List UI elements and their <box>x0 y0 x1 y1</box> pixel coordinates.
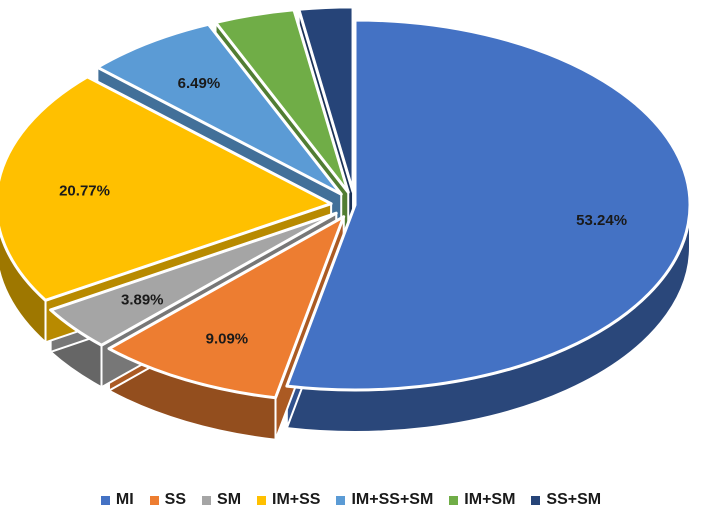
slice-sm <box>49 211 338 347</box>
legend-item-ss: SS <box>149 491 187 509</box>
legend-item-ss-sm: SS+SM <box>531 491 601 509</box>
legend-swatch <box>202 495 212 505</box>
legend-swatch <box>336 495 346 505</box>
legend-label: IM+SS+SM <box>351 491 434 508</box>
legend-swatch <box>100 495 110 505</box>
pie-tops <box>0 5 692 400</box>
legend-item-sm: SM <box>202 491 241 509</box>
slice-ss-sm <box>297 5 355 194</box>
legend-label: SM <box>217 491 242 508</box>
legend-label: SS <box>164 491 187 508</box>
legend-swatch <box>149 495 159 505</box>
legend-item-mi: MI <box>100 491 134 509</box>
legend-label: IM+SM <box>464 491 516 508</box>
legend-item-im-ss: IM+SS <box>257 491 320 509</box>
data-label-im-ss: 20.77% <box>59 183 110 200</box>
legend-label: SS+SM <box>546 491 602 508</box>
legend-label: IM+SS <box>272 491 321 508</box>
slice-im-ss-sm <box>95 22 343 196</box>
legend-swatch <box>531 495 541 505</box>
legend-swatch <box>449 495 459 505</box>
data-label-im-ss-sm: 6.49% <box>178 75 221 92</box>
pie-labels: 53.24%9.09%3.89%20.77%6.49%3.89%2.59% <box>59 0 627 347</box>
legend: MI SS SM IM+SS IM+SS+SM IM+SM SS+SM <box>0 489 702 511</box>
legend-item-im-sm: IM+SM <box>449 491 515 509</box>
data-label-im-sm: 3.89% <box>232 0 275 3</box>
slice-im-ss <box>0 75 333 302</box>
legend-swatch <box>257 495 267 505</box>
slice-ss <box>107 215 346 400</box>
slice-im-sm <box>214 8 350 194</box>
legend-item-im-ss-sm: IM+SS+SM <box>336 491 433 509</box>
data-label-ss: 9.09% <box>206 330 249 347</box>
slice-mi <box>285 18 692 392</box>
data-label-mi: 53.24% <box>576 212 627 229</box>
legend-label: MI <box>115 491 134 508</box>
data-label-sm: 3.89% <box>121 291 164 308</box>
